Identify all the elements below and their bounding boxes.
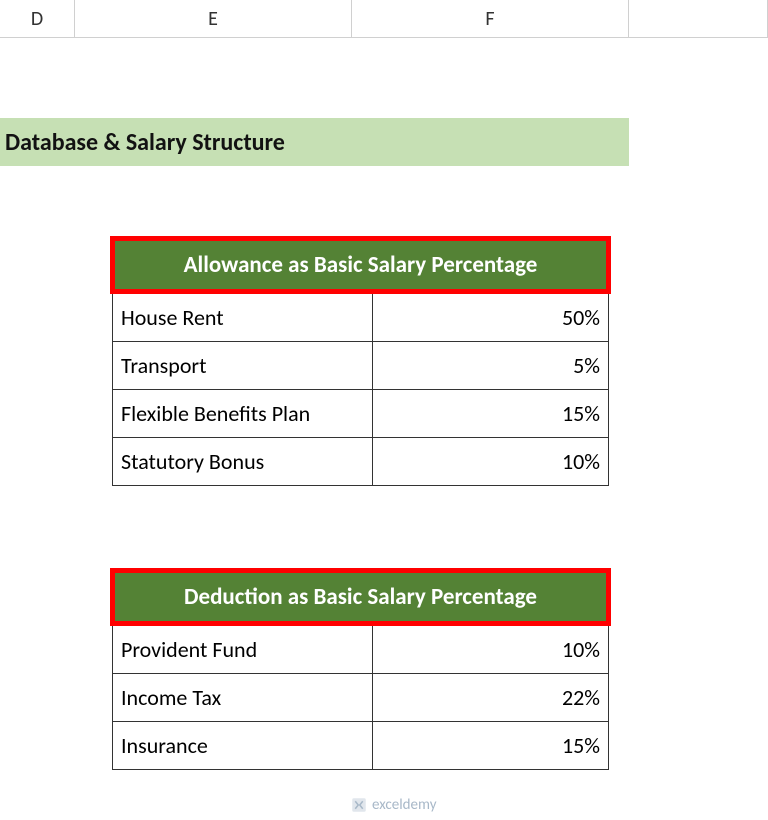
col-header-D[interactable]: D <box>0 0 75 37</box>
page-title: Database & Salary Structure <box>0 118 629 166</box>
col-header-F[interactable]: F <box>352 0 629 37</box>
allowance-label[interactable]: Statutory Bonus <box>113 438 373 486</box>
allowance-value[interactable]: 15% <box>372 390 608 438</box>
deduction-label[interactable]: Insurance <box>113 722 373 770</box>
allowance-label[interactable]: Transport <box>113 342 373 390</box>
deduction-value[interactable]: 15% <box>372 722 608 770</box>
table-row: House Rent 50% <box>113 292 609 342</box>
table-row: Provident Fund 10% <box>113 624 609 674</box>
table-row: Statutory Bonus 10% <box>113 438 609 486</box>
col-header-E[interactable]: E <box>75 0 352 37</box>
watermark-text: exceldemy <box>372 796 436 814</box>
allowance-label[interactable]: House Rent <box>113 292 373 342</box>
allowance-value[interactable]: 10% <box>372 438 608 486</box>
col-header-G[interactable] <box>629 0 768 37</box>
watermark: exceldemy <box>350 796 436 814</box>
deduction-header[interactable]: Deduction as Basic Salary Percentage <box>113 571 609 624</box>
excel-icon <box>350 796 368 814</box>
allowance-value[interactable]: 50% <box>372 292 608 342</box>
allowance-table: Allowance as Basic Salary Percentage Hou… <box>110 236 611 486</box>
deduction-table: Deduction as Basic Salary Percentage Pro… <box>110 568 611 770</box>
table-row: Flexible Benefits Plan 15% <box>113 390 609 438</box>
table-row: Income Tax 22% <box>113 674 609 722</box>
table-row: Insurance 15% <box>113 722 609 770</box>
allowance-value[interactable]: 5% <box>372 342 608 390</box>
column-header-row: D E F <box>0 0 768 38</box>
deduction-label[interactable]: Income Tax <box>113 674 373 722</box>
allowance-header[interactable]: Allowance as Basic Salary Percentage <box>113 239 609 292</box>
table-row: Transport 5% <box>113 342 609 390</box>
allowance-label[interactable]: Flexible Benefits Plan <box>113 390 373 438</box>
deduction-value[interactable]: 22% <box>372 674 608 722</box>
deduction-value[interactable]: 10% <box>372 624 608 674</box>
deduction-label[interactable]: Provident Fund <box>113 624 373 674</box>
